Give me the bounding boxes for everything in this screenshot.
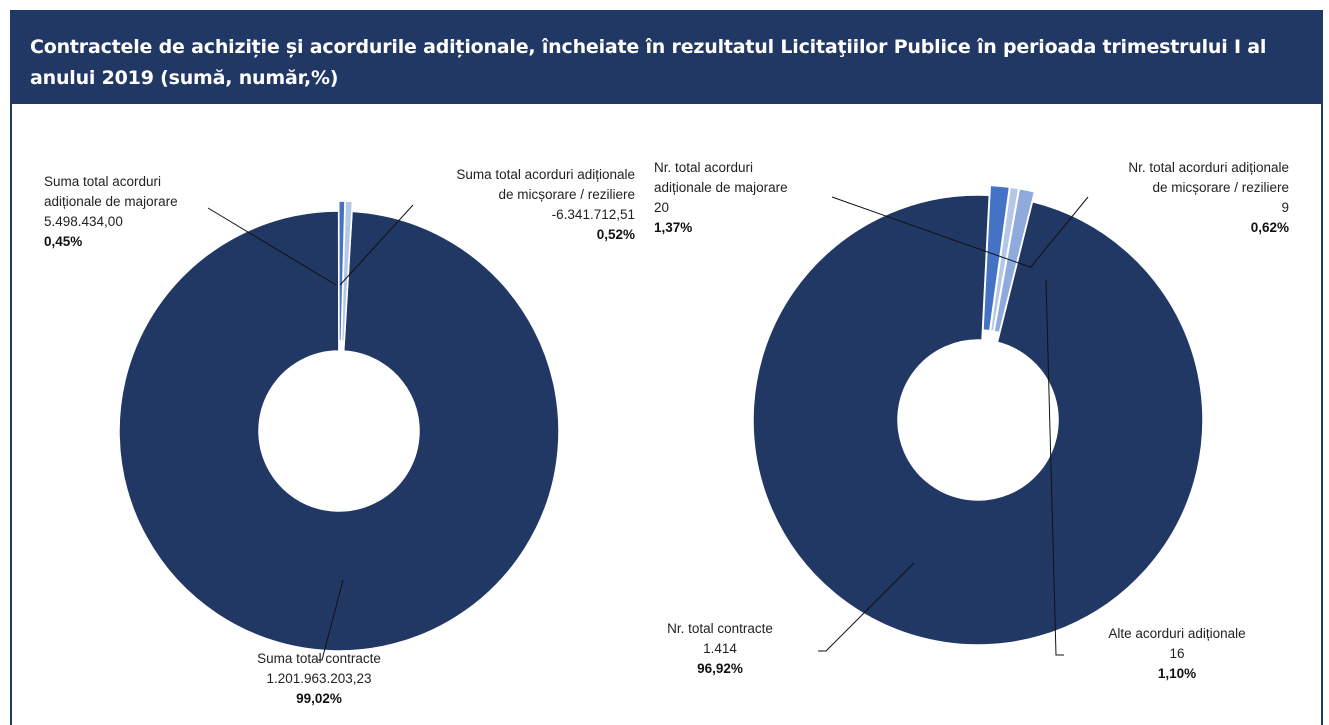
donut-slice <box>118 210 560 652</box>
chart-header: Contractele de achiziție și acordurile a… <box>10 10 1323 104</box>
label-percent: 99,02% <box>296 691 342 706</box>
donut-slice <box>993 187 1036 334</box>
label-value: 1.414 <box>703 641 737 656</box>
chart1-label-contracte: Suma total contracte 1.201.963.203,23 99… <box>257 651 381 706</box>
chart2-label-contracte: Nr. total contracte 1.414 96,92% <box>667 621 773 676</box>
leader-line <box>831 196 1031 268</box>
label-title-line: de micșorare / reziliere <box>498 187 635 202</box>
donut-slice <box>340 200 354 342</box>
donut-chart-sum <box>118 200 560 652</box>
label-title-line: adiționale de majorare <box>654 180 788 195</box>
page-title: Contractele de achiziție și acordurile a… <box>30 36 1267 89</box>
label-title-line: Suma total acorduri adiționale <box>456 167 635 182</box>
label-title-line: Suma total contracte <box>257 651 381 666</box>
label-percent: 96,92% <box>697 661 743 676</box>
leader-lines <box>207 196 1089 661</box>
chart1-label-majorare: Suma total acorduri adiționale de majora… <box>44 174 178 249</box>
label-percent: 0,62% <box>1251 220 1289 235</box>
chart1-label-micsorare: Suma total acorduri adiționale de micșor… <box>456 167 635 242</box>
leader-line <box>318 579 344 661</box>
label-title-line: Suma total acorduri <box>44 174 161 189</box>
label-value: 16 <box>1169 646 1184 661</box>
leader-line <box>1029 196 1089 269</box>
label-percent: 1,10% <box>1158 666 1196 681</box>
label-title-line: Alte acorduri adiționale <box>1108 626 1245 641</box>
label-title-line: de micșorare / reziliere <box>1152 180 1289 195</box>
label-percent: 0,45% <box>44 234 82 249</box>
label-title-line: Nr. total acorduri <box>654 160 753 175</box>
chart2-label-alte: Alte acorduri adiționale 16 1,10% <box>1108 626 1245 681</box>
label-percent: 1,37% <box>654 220 692 235</box>
label-value: 9 <box>1281 200 1289 215</box>
label-title-line: adiționale de majorare <box>44 194 178 209</box>
label-value: 5.498.434,00 <box>44 214 123 229</box>
label-value: 1.201.963.203,23 <box>266 671 371 686</box>
label-value: 20 <box>654 200 669 215</box>
donut-chart-count <box>752 184 1204 646</box>
label-percent: 0,52% <box>597 227 635 242</box>
chart2-label-majorare: Nr. total acorduri adiționale de majorar… <box>654 160 788 235</box>
label-title-line: Nr. total acorduri adiționale <box>1128 160 1289 175</box>
chart2-label-micsorare: Nr. total acorduri adiționale de micșora… <box>1128 160 1289 235</box>
leader-line <box>339 204 414 286</box>
label-value: -6.341.712,51 <box>552 207 635 222</box>
leader-line <box>818 562 915 652</box>
label-title-line: Nr. total contracte <box>667 621 773 636</box>
leader-line <box>1045 279 1064 656</box>
leader-line <box>207 207 337 286</box>
donut-slice <box>752 194 1204 646</box>
